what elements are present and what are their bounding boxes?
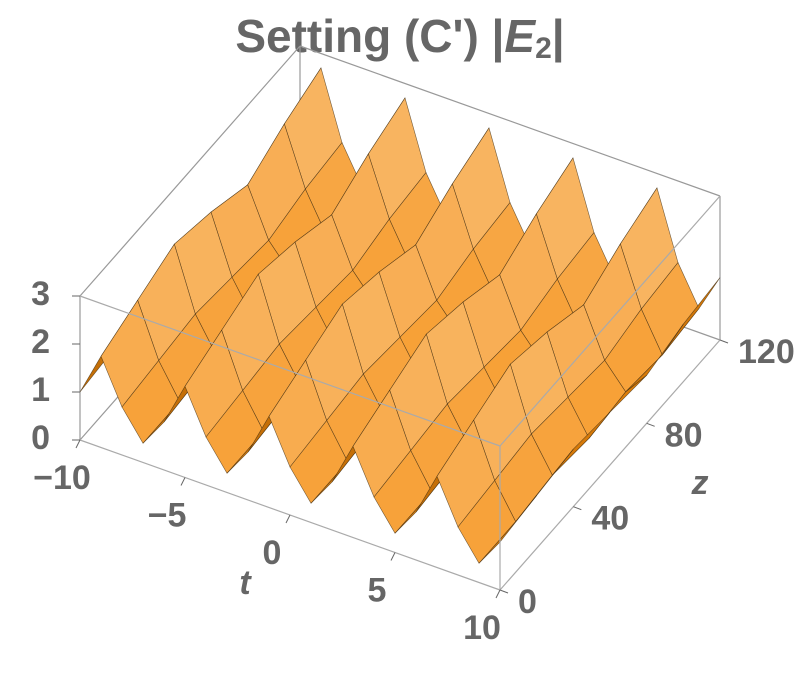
chart-title: Setting (C') |E2|: [235, 10, 564, 65]
z-tick-label: 0: [31, 419, 50, 457]
title-subscript: 2: [535, 32, 552, 65]
box-edge: [299, 45, 721, 197]
y-tick-label: 40: [591, 500, 629, 538]
x-axis-label: t: [239, 564, 252, 602]
box-edge: [79, 295, 501, 447]
box-edge: [79, 45, 301, 297]
y-tick: [646, 422, 655, 427]
z-tick-label: 2: [31, 323, 50, 361]
x-tick-label: 5: [368, 571, 387, 609]
box-edge: [499, 195, 721, 447]
title-end: |: [552, 10, 565, 62]
z-tick-label: 3: [31, 275, 50, 313]
y-tick-label: 80: [665, 416, 703, 454]
y-axis-label: z: [691, 464, 709, 502]
title-text: Setting (C') |: [235, 10, 504, 62]
z-tick-label: 1: [31, 371, 50, 409]
x-tick: [495, 589, 501, 599]
x-tick: [75, 439, 81, 449]
x-tick-label: −10: [33, 459, 91, 497]
x-tick-label: 0: [263, 534, 282, 572]
x-tick: [390, 552, 396, 561]
x-tick-label: −5: [148, 496, 187, 534]
y-tick-label: 120: [738, 333, 795, 371]
y-tick-label: 0: [518, 583, 537, 621]
title-symbol: E: [504, 10, 536, 62]
y-tick: [573, 506, 582, 511]
x-tick-label: 10: [463, 609, 501, 647]
box-edge: [499, 339, 721, 591]
x-tick: [285, 514, 291, 524]
surface-cell: [478, 495, 537, 564]
y-tick: [499, 589, 509, 594]
x-tick: [180, 477, 186, 486]
y-tick: [719, 339, 729, 344]
